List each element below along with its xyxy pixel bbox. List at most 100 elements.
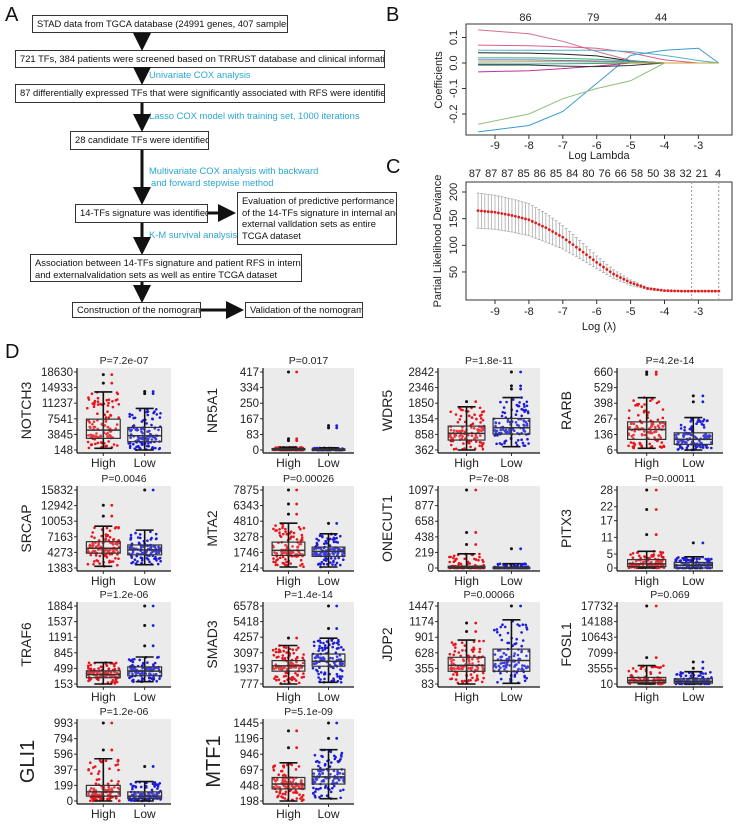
data-point-high [657, 426, 661, 429]
data-point-high [481, 558, 484, 562]
data-point-low [679, 427, 683, 430]
data-point-low [141, 443, 144, 447]
data-point-high [300, 533, 304, 537]
data-point-low [157, 428, 160, 432]
data-point-high [98, 554, 102, 558]
data-point-low [317, 672, 320, 676]
data-point-low [686, 432, 689, 436]
outlier-point-high [654, 370, 658, 374]
outlier-marker [286, 439, 290, 443]
data-point-high [470, 648, 474, 652]
data-point-low [320, 794, 323, 797]
mean-deviance-point [496, 211, 500, 215]
y-tick-label: 1174 [409, 617, 434, 629]
outlier-point-low [701, 660, 705, 664]
data-point-low [499, 677, 503, 681]
data-point-high [107, 398, 111, 402]
data-point-high [452, 673, 455, 676]
data-point-high [289, 530, 293, 533]
outlier-marker [645, 372, 649, 376]
data-point-low [521, 441, 525, 445]
data-point-high [99, 434, 102, 438]
x-tick-label: -7 [558, 140, 568, 152]
data-point-high [88, 425, 91, 429]
data-point-high [95, 432, 98, 435]
mean-deviance-point [551, 230, 555, 233]
data-point-high [296, 674, 299, 677]
x-axis-title: Log Lambda [568, 150, 630, 162]
data-point-low [696, 420, 699, 424]
y-tick-label: 877 [415, 501, 434, 513]
y-tick-label: 3097 [233, 648, 259, 660]
data-point-high [292, 651, 296, 655]
data-point-high [640, 433, 644, 437]
outlier-point-low [151, 624, 155, 627]
data-point-high [467, 679, 471, 682]
data-point-high [111, 679, 115, 682]
data-point-high [639, 556, 642, 560]
data-point-low [141, 677, 144, 680]
gene-axis-title: ONECUT1 [379, 495, 395, 562]
data-point-low [506, 641, 509, 645]
y-tick-label: 10 [600, 679, 613, 691]
data-point-low [339, 681, 343, 684]
data-point-high [643, 430, 646, 433]
data-point-low [707, 557, 710, 561]
x-tick-label: High [276, 807, 301, 821]
data-point-low [338, 677, 342, 680]
outlier-point-low [701, 666, 705, 670]
flow-box-association-line: and externalvalidation sets as well as e… [35, 268, 278, 280]
data-point-high [659, 550, 662, 554]
y-tick-label: 2842 [408, 367, 434, 379]
x-tick-label: High [454, 690, 479, 704]
data-point-high [116, 444, 119, 447]
data-point-low [332, 666, 335, 670]
data-point-low [508, 428, 511, 432]
data-point-low [493, 429, 496, 432]
outlier-marker [465, 488, 469, 492]
data-point-low [335, 672, 339, 676]
data-point-low [158, 677, 161, 681]
data-point-high [275, 656, 279, 659]
data-point-high [469, 445, 472, 449]
data-point-low [145, 422, 148, 425]
mean-deviance-point [534, 221, 538, 225]
data-point-high [651, 398, 654, 401]
y-tick-label: 150 [448, 209, 460, 227]
y-tick-label: 438 [415, 532, 434, 544]
data-point-high [89, 663, 92, 667]
data-point-high [659, 553, 663, 556]
data-point-low [674, 433, 678, 437]
data-point-low [513, 642, 516, 646]
outlier-marker [286, 636, 290, 640]
y-tick-label: 628 [415, 648, 434, 660]
data-point-high [100, 534, 103, 538]
data-point-low [504, 439, 508, 443]
data-point-high [631, 667, 635, 670]
x-tick-label: -3 [694, 140, 704, 152]
data-point-high [300, 536, 304, 539]
box-iqr [271, 541, 306, 556]
data-point-low [501, 623, 504, 626]
outlier-point-high [110, 373, 114, 377]
mean-deviance-point [612, 272, 616, 276]
flow-box-screening: 721 TFs, 384 patients were screened base… [15, 50, 385, 68]
outlier-point-high [295, 370, 299, 374]
data-point-low [520, 631, 523, 634]
outlier-point-low [151, 644, 155, 648]
mean-deviance-point [530, 219, 534, 223]
y-tick-label: 267 [594, 414, 613, 426]
data-point-high [452, 429, 456, 432]
data-point-high [658, 422, 662, 425]
outlier-marker [327, 721, 331, 725]
y-tick-label: 14188 [581, 617, 613, 629]
mean-deviance-point [680, 289, 683, 293]
data-point-high [647, 411, 650, 414]
x-tick-label: Low [500, 574, 522, 588]
data-point-high [478, 555, 481, 559]
data-point-high [474, 433, 478, 437]
x-tick-label: High [276, 456, 301, 470]
outlier-point-low [701, 394, 705, 398]
data-point-high [87, 661, 91, 665]
mean-deviance-point [585, 253, 588, 257]
